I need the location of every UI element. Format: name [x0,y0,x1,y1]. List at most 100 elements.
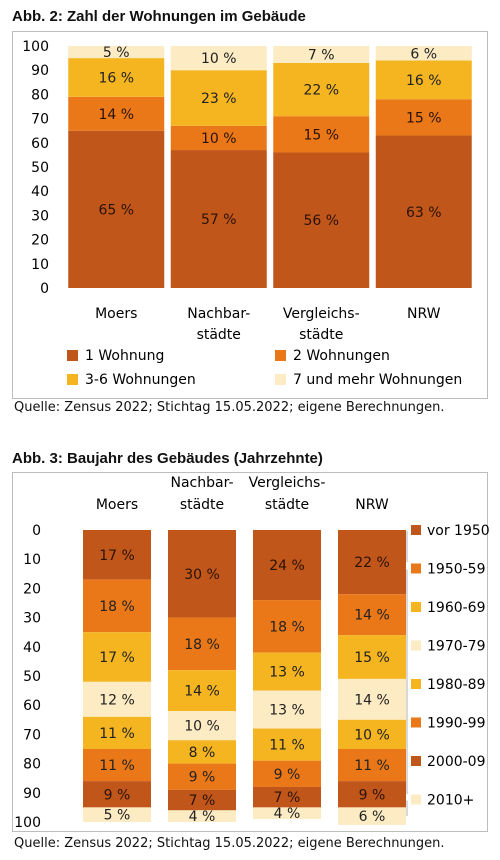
bar-segment [375,135,472,288]
data-label: 7 % [189,793,216,809]
bar-segment [83,716,151,749]
data-label: 23 % [201,91,237,107]
y-tick-label: 90 [31,63,49,79]
data-label: 12 % [99,692,135,708]
bar-segment [83,632,151,682]
data-label: 10 % [184,719,220,735]
legend-swatch [275,374,286,385]
bar-segment [338,807,406,825]
bar-segment [375,60,472,100]
data-label: 11 % [99,758,135,774]
bar-segment [170,125,267,151]
bar-segment [375,99,472,136]
x-tick-label: städte [299,327,343,343]
data-label: 11 % [269,738,305,754]
data-label: 13 % [269,703,305,719]
data-label: 9 % [189,770,216,786]
legend-swatch [67,374,78,385]
bar-segment [68,96,165,131]
data-label: 6 % [359,809,386,825]
bar-segment [253,786,321,808]
data-label: 18 % [99,599,135,615]
x-tick-label: Vergleichs- [249,475,326,491]
x-tick-label: Moers [96,497,138,513]
data-label: 15 % [354,650,390,666]
bar-segment [253,728,321,761]
legend-swatch [411,717,421,728]
y-tick-label: 0 [32,523,41,539]
data-label: 10 % [354,727,390,743]
data-label: 30 % [184,567,220,583]
legend-swatch [411,794,421,805]
legend-swatch [275,350,286,361]
bar-segment [273,46,370,63]
bar-segment [338,678,406,720]
bar-segment [83,807,151,822]
bar-segment [253,690,321,729]
y-tick-label: 100 [14,815,41,831]
bar-segment [253,652,321,691]
bar-segment [338,749,406,782]
bar-segment [273,152,370,288]
bar-segment [168,763,236,790]
y-tick-label: 40 [23,640,41,656]
data-label: 4 % [274,806,301,822]
y-tick-label: 50 [23,669,41,685]
bar-segment [168,530,236,618]
data-label: 10 % [201,131,237,147]
bar-segment [68,58,165,97]
data-label: 11 % [99,726,135,742]
bar-segment [253,760,321,787]
data-label: 17 % [99,548,135,564]
data-label: 22 % [354,555,390,571]
legend-label: 2000-09 [427,754,486,770]
data-label: 7 % [274,790,301,806]
y-tick-label: 40 [31,184,49,200]
data-label: 9 % [359,787,386,803]
x-tick-label: Nachbar- [171,475,234,491]
legend-label: vor 1950 [427,523,490,539]
data-label: 16 % [406,73,442,89]
bar-segment [83,579,151,633]
data-label: 18 % [269,619,305,635]
bar-segment [375,46,472,61]
y-tick-label: 20 [31,233,49,249]
y-tick-label: 90 [23,786,41,802]
chart2-frame: 0 10 20 30 40 50 60 70 80 90 100 Moers 17 % 18 % 17 % 1… [12,472,490,832]
legend-swatch [411,563,421,574]
data-label: 65 % [98,202,134,218]
data-label: 8 % [189,745,216,761]
data-label: 18 % [184,637,220,653]
y-tick-label: 70 [23,727,41,743]
data-label: 17 % [99,650,135,666]
x-tick-label: städte [197,327,241,343]
data-label: 15 % [406,110,442,126]
data-label: 11 % [354,758,390,774]
y-tick-label: 100 [22,39,49,55]
data-label: 13 % [269,665,305,681]
x-tick-label: Moers [95,306,137,322]
legend-swatch [411,602,421,612]
legend-label: 2 Wohnungen [293,348,390,364]
x-tick-label: städte [265,497,309,513]
data-label: 4 % [189,809,216,825]
bar-segment [253,530,321,601]
data-label: 57 % [201,212,237,228]
bar-segment [273,62,370,117]
data-label: 14 % [98,107,134,123]
data-label: 14 % [354,608,390,624]
y-tick-label: 10 [23,552,41,568]
y-tick-label: 50 [31,160,49,176]
data-label: 14 % [184,684,220,700]
legend-label: 1990-99 [427,716,486,732]
legend-label: 2010+ [427,793,474,809]
data-label: 56 % [303,213,339,229]
data-label: 16 % [98,70,134,86]
bar-segment [68,46,165,59]
x-tick-label: NRW [407,306,441,322]
x-tick-label: Nachbar- [187,306,250,322]
chart2-title: Abb. 3: Baujahr des Gebäudes (Jahrzehnte… [12,450,323,467]
data-label: 10 % [201,51,237,67]
data-label: 7 % [308,47,335,63]
x-tick-label: Vergleichs- [283,306,360,322]
